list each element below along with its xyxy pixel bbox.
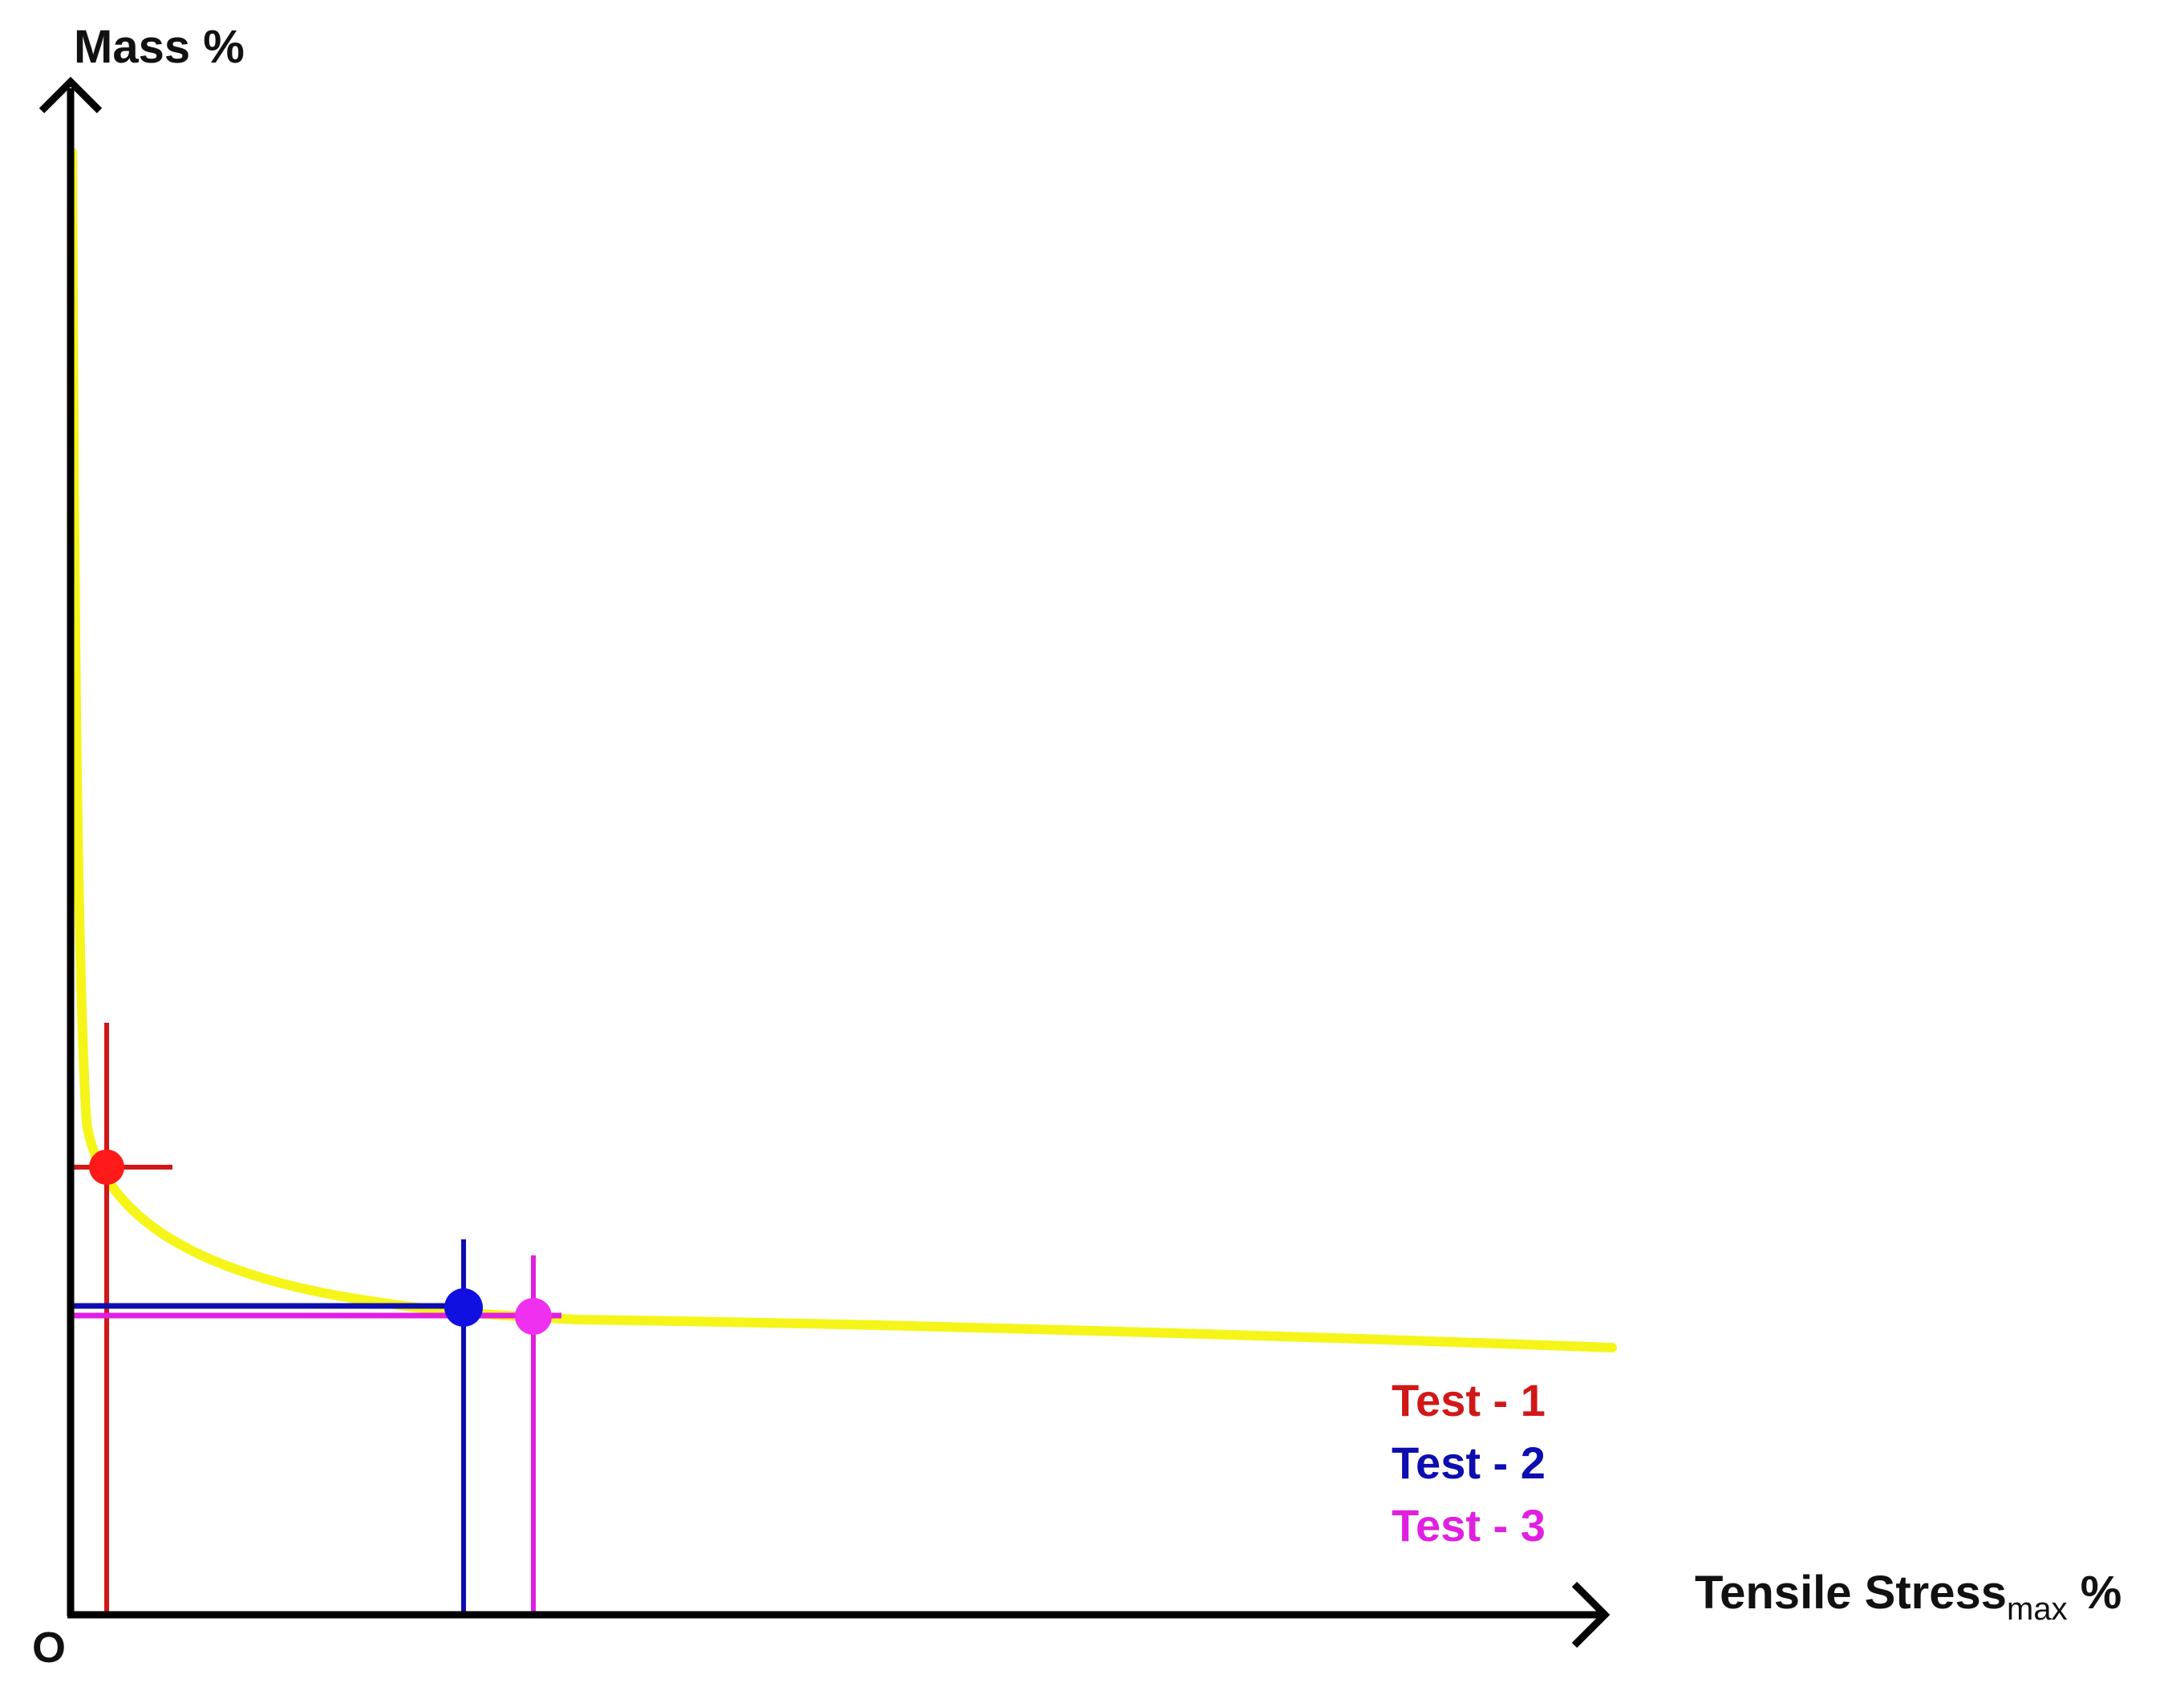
- legend: Test - 1 Test - 2 Test - 3: [1392, 1375, 1546, 1551]
- test-3-point: [515, 1298, 552, 1335]
- legend-item-test-2: Test - 2: [1392, 1437, 1546, 1488]
- x-axis-label-unit: %: [2068, 1567, 2122, 1619]
- mass-stress-curve: [67, 148, 1617, 1352]
- x-axis-arrow-head: [1571, 1581, 1611, 1648]
- x-axis-label: Tensile Stressmax %: [1695, 1567, 2121, 1627]
- origin-label: O: [32, 1624, 66, 1672]
- legend-item-test-1: Test - 1: [1392, 1375, 1546, 1425]
- test-1-point: [89, 1150, 124, 1185]
- y-axis-arrow-head: [38, 76, 103, 114]
- test-1-marker: [72, 1023, 172, 1616]
- y-axis-label: Mass %: [74, 21, 245, 73]
- x-axis-label-main: Tensile Stress: [1695, 1567, 2007, 1619]
- test-2-point: [444, 1288, 483, 1327]
- test-2-marker: [72, 1239, 483, 1616]
- legend-item-test-3: Test - 3: [1392, 1500, 1546, 1551]
- x-axis-label-subscript: max: [2007, 1591, 2068, 1627]
